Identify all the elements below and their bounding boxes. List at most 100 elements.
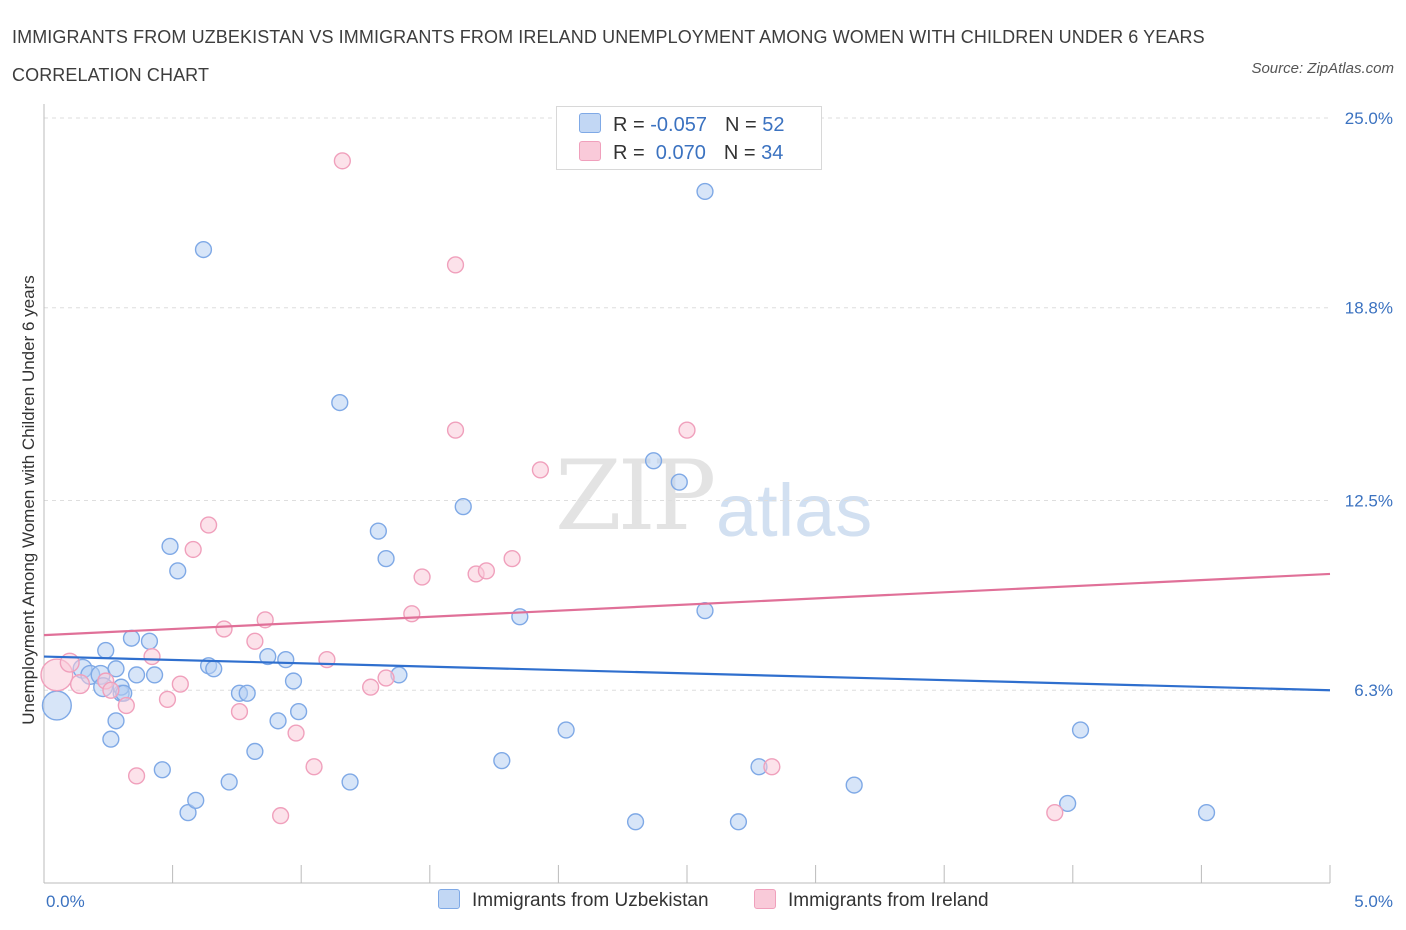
uzbekistan-point xyxy=(284,672,303,690)
y-tick-label: 18.8% xyxy=(1345,299,1393,318)
ireland-point xyxy=(184,540,202,559)
ireland-point xyxy=(362,678,380,696)
trend-lines xyxy=(43,572,1331,692)
uzbekistan-point xyxy=(331,393,349,412)
uzbekistan-point xyxy=(220,773,238,791)
ireland-point xyxy=(678,421,696,439)
bottom-legend-ireland: Immigrants from Ireland xyxy=(754,889,989,912)
ireland-point xyxy=(305,758,323,776)
legend-n-value: 34 xyxy=(761,142,784,164)
uzbekistan-point xyxy=(557,721,575,739)
ireland-point xyxy=(215,620,233,638)
uzbekistan-point xyxy=(179,804,197,822)
uzbekistan-point xyxy=(140,632,159,650)
uzbekistan-swatch-icon xyxy=(438,889,460,909)
series-name: Immigrants from Uzbekistan xyxy=(472,890,709,911)
ireland-point xyxy=(171,675,189,693)
uzbekistan-point xyxy=(696,182,714,201)
watermark-zip: ZIP xyxy=(555,440,716,552)
uzbekistan-point xyxy=(41,690,72,721)
uzbekistan-point xyxy=(845,776,863,794)
ireland-point xyxy=(1046,804,1064,822)
uzbekistan-point xyxy=(341,773,359,791)
legend-row-ireland: R = 0.070 N = 34 xyxy=(579,141,783,167)
uzbekistan-point xyxy=(246,742,264,761)
uzbekistan-point xyxy=(670,473,688,491)
uzbekistan-point xyxy=(107,712,125,730)
ireland-point xyxy=(102,681,120,699)
data-points xyxy=(40,152,1216,831)
ireland-point xyxy=(272,807,290,825)
ireland-point xyxy=(446,421,465,439)
uzbekistan-point xyxy=(259,647,277,666)
uzbekistan-point xyxy=(696,602,714,620)
ireland-point xyxy=(477,562,496,580)
uzbekistan-point xyxy=(377,550,395,568)
x-tick-label: 0.0% xyxy=(46,892,85,911)
uzbekistan-point xyxy=(194,240,213,259)
ireland-point xyxy=(377,669,395,687)
chart-title: IMMIGRANTS FROM UZBEKISTAN VS IMMIGRANTS… xyxy=(12,27,1205,85)
y-tick-label: 25.0% xyxy=(1345,109,1393,128)
ireland-point xyxy=(143,647,161,666)
ireland-point xyxy=(117,696,135,715)
ireland-point xyxy=(158,690,177,709)
y-axis-label: Unemployment Among Women with Children U… xyxy=(19,275,38,724)
uzbekistan-trend-line xyxy=(43,655,1331,692)
legend-r-value: -0.057 xyxy=(650,114,707,136)
uzbekistan-swatch-icon xyxy=(579,113,601,133)
legend-n-value: 52 xyxy=(762,114,785,136)
ireland-point xyxy=(246,632,264,650)
ireland-point xyxy=(446,256,465,274)
uzbekistan-point xyxy=(277,651,295,669)
series-name: Immigrants from Ireland xyxy=(788,890,989,911)
uzbekistan-point xyxy=(161,537,179,556)
ireland-trend-line xyxy=(43,572,1331,637)
ireland-point xyxy=(531,461,550,479)
ireland-point xyxy=(287,724,305,742)
uzbekistan-point xyxy=(290,703,308,721)
uzbekistan-point xyxy=(153,761,171,779)
uzbekistan-point xyxy=(644,452,663,470)
source-label: Source: ZipAtlas.com xyxy=(1251,60,1394,77)
uzbekistan-point xyxy=(169,562,187,580)
uzbekistan-point xyxy=(238,684,256,702)
ireland-point xyxy=(413,568,431,586)
uzbekistan-point xyxy=(454,497,472,516)
ireland-point xyxy=(403,605,421,623)
legend-n-label: N = xyxy=(723,142,762,164)
ireland-point xyxy=(333,152,351,170)
bottom-legend-uzbekistan: Immigrants from Uzbekistan xyxy=(438,889,709,912)
uzbekistan-point xyxy=(626,813,645,831)
uzbekistan-point xyxy=(205,660,223,678)
axis-labels: 6.3% 12.5% 18.8% 25.0% 0.0% 5.0% Unemployment … xyxy=(19,109,1393,911)
ireland-point xyxy=(503,550,521,568)
y-tick-label: 6.3% xyxy=(1354,681,1393,700)
ireland-point xyxy=(763,758,781,776)
ireland-point xyxy=(230,703,249,721)
uzbekistan-point xyxy=(1197,804,1216,822)
uzbekistan-point xyxy=(187,791,205,810)
ireland-swatch-icon xyxy=(579,141,601,161)
legend-r-label: R = xyxy=(613,114,651,136)
uzbekistan-point xyxy=(97,641,115,660)
uzbekistan-point xyxy=(269,712,287,730)
uzbekistan-point xyxy=(107,660,125,678)
uzbekistan-point xyxy=(102,730,120,748)
uzbekistan-point xyxy=(122,629,141,647)
uzbekistan-point xyxy=(493,751,511,770)
uzbekistan-point xyxy=(1059,794,1077,813)
legend-row-uzbekistan: R = -0.057 N = 52 xyxy=(579,113,784,139)
legend-r-label: R = xyxy=(613,142,651,164)
legend-n-label: N = xyxy=(724,114,763,136)
ireland-point xyxy=(127,767,146,785)
uzbekistan-point xyxy=(127,666,146,684)
correlation-legend: R = -0.057 N = 52 R = 0.070 N = 34 xyxy=(556,106,822,170)
x-tick-label: 5.0% xyxy=(1354,892,1393,911)
legend-r-value: 0.070 xyxy=(650,142,706,164)
y-tick-label: 12.5% xyxy=(1345,492,1393,511)
ireland-point xyxy=(69,674,91,695)
watermark-atlas: atlas xyxy=(716,469,873,552)
uzbekistan-point xyxy=(1071,721,1090,739)
ireland-point xyxy=(199,516,218,534)
